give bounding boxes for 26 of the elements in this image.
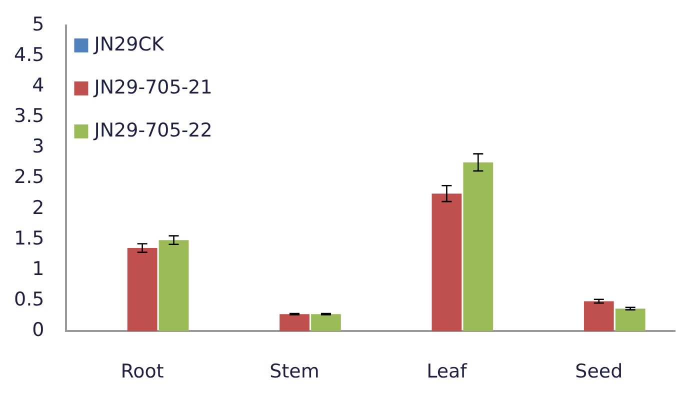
x-tick-label: Seed bbox=[575, 360, 623, 383]
y-tick-label: 5 bbox=[32, 13, 44, 36]
bar bbox=[432, 194, 462, 332]
y-tick-label: 4 bbox=[32, 74, 44, 96]
bar bbox=[311, 314, 341, 332]
bar bbox=[127, 248, 158, 332]
legend-label: JN29CK bbox=[93, 33, 164, 56]
y-tick-label: 2.5 bbox=[14, 166, 44, 188]
bar bbox=[280, 314, 310, 332]
bar bbox=[615, 308, 646, 332]
legend-label: JN29-705-22 bbox=[93, 119, 212, 142]
y-tick-label: 4.5 bbox=[14, 44, 44, 66]
y-tick-label: 3.5 bbox=[14, 105, 44, 128]
y-tick-label: 1.5 bbox=[14, 227, 44, 250]
bar bbox=[584, 301, 614, 332]
y-tick-label: 1 bbox=[32, 258, 44, 280]
y-tick-label: 3 bbox=[32, 136, 44, 158]
x-tick-label: Leaf bbox=[426, 360, 468, 383]
x-tick-label: Stem bbox=[270, 360, 320, 383]
bar bbox=[463, 162, 494, 332]
y-tick-label: 0 bbox=[32, 319, 44, 342]
bar bbox=[158, 240, 189, 332]
y-tick-label: 2 bbox=[32, 196, 44, 219]
legend-label: JN29-705-21 bbox=[93, 76, 212, 98]
y-tick-label: 0.5 bbox=[14, 288, 44, 311]
x-tick-label: Root bbox=[120, 360, 164, 383]
